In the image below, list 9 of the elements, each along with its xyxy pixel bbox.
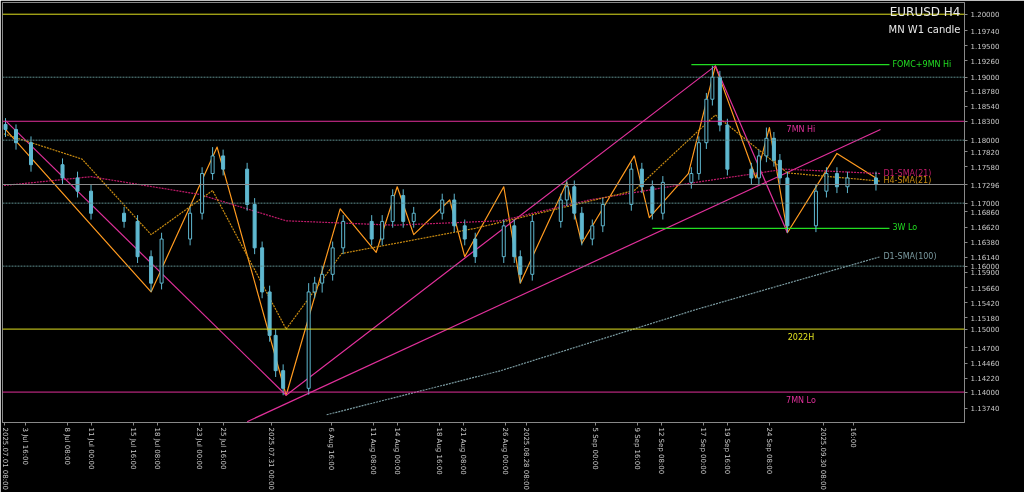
series-label: FOMC+9MN Hi [892,59,952,69]
text: MN W1 candle [888,23,961,35]
series-label: 3W Lo [892,223,918,233]
ref-line-label: 2022H [787,333,815,343]
ref-line-label: 7MN Lo [786,396,816,406]
ref-line-label: 7MN Hi [786,125,816,135]
series-label: D1-SMA(100) [883,251,937,261]
series-label: H4-SMA(21) [883,176,932,186]
series-label: D1-SMA(21) [883,168,932,178]
